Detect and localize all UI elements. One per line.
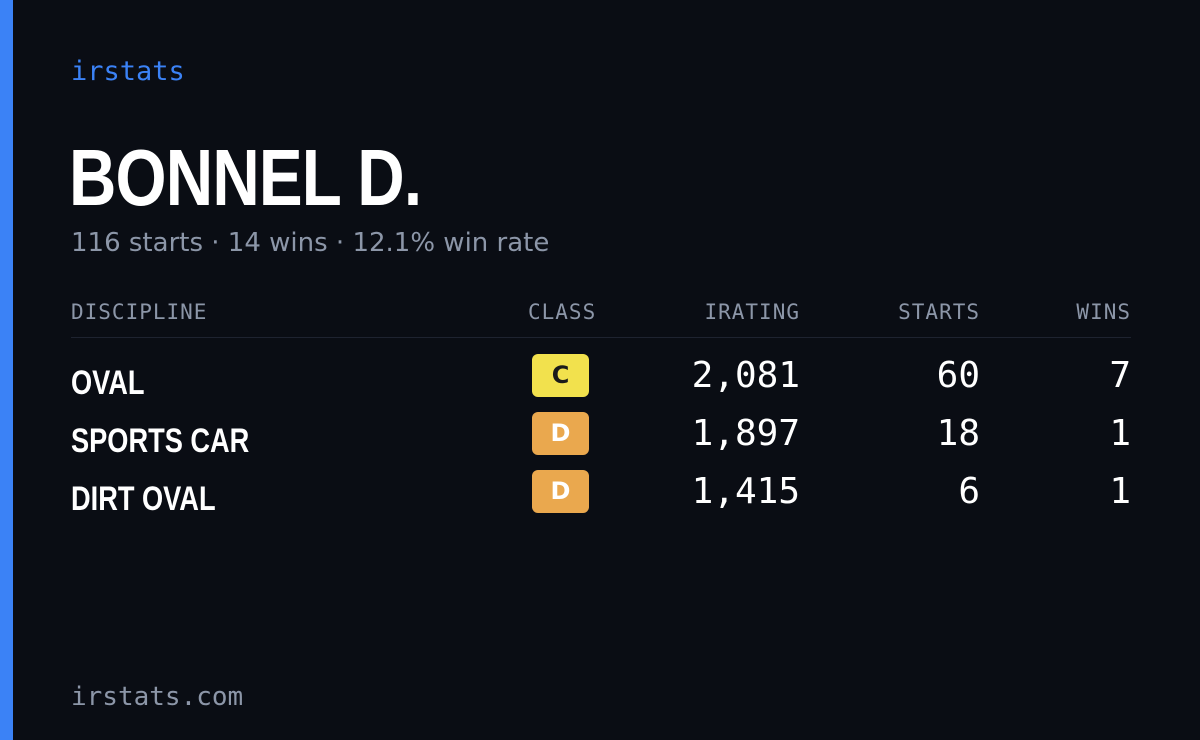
starts-value: 60 bbox=[936, 355, 980, 396]
starts-value: 18 bbox=[936, 413, 980, 454]
discipline-label: OVAL bbox=[71, 364, 145, 402]
discipline-label: DIRT OVAL bbox=[71, 480, 216, 518]
class-badge: D bbox=[532, 412, 589, 455]
class-badge: C bbox=[532, 354, 589, 397]
wins-value: 1 bbox=[1109, 471, 1131, 512]
driver-summary: 116 starts · 14 wins · 12.1% win rate bbox=[71, 228, 550, 258]
irating-value: 1,897 bbox=[691, 413, 800, 454]
table-row: DIRT OVAL D 1,415 6 1 bbox=[71, 470, 1131, 528]
header-irating: IRATING bbox=[704, 300, 800, 324]
table-header: DISCIPLINE CLASS IRATING STARTS WINS bbox=[71, 300, 1131, 338]
table-row: OVAL C 2,081 60 7 bbox=[71, 354, 1131, 412]
table-row: SPORTS CAR D 1,897 18 1 bbox=[71, 412, 1131, 470]
brand-logo: irstats bbox=[71, 56, 185, 87]
footer-url: irstats.com bbox=[71, 682, 244, 712]
header-class: CLASS bbox=[528, 300, 597, 324]
accent-bar bbox=[0, 0, 13, 740]
driver-name: BONNEL D. bbox=[69, 133, 422, 222]
class-badge: D bbox=[532, 470, 589, 513]
starts-value: 6 bbox=[958, 471, 980, 512]
wins-value: 1 bbox=[1109, 413, 1131, 454]
header-starts: STARTS bbox=[898, 300, 980, 324]
header-discipline: DISCIPLINE bbox=[71, 300, 208, 324]
wins-value: 7 bbox=[1109, 355, 1131, 396]
discipline-label: SPORTS CAR bbox=[71, 422, 250, 460]
irating-value: 1,415 bbox=[691, 471, 800, 512]
irating-value: 2,081 bbox=[691, 355, 800, 396]
header-wins: WINS bbox=[1076, 300, 1131, 324]
